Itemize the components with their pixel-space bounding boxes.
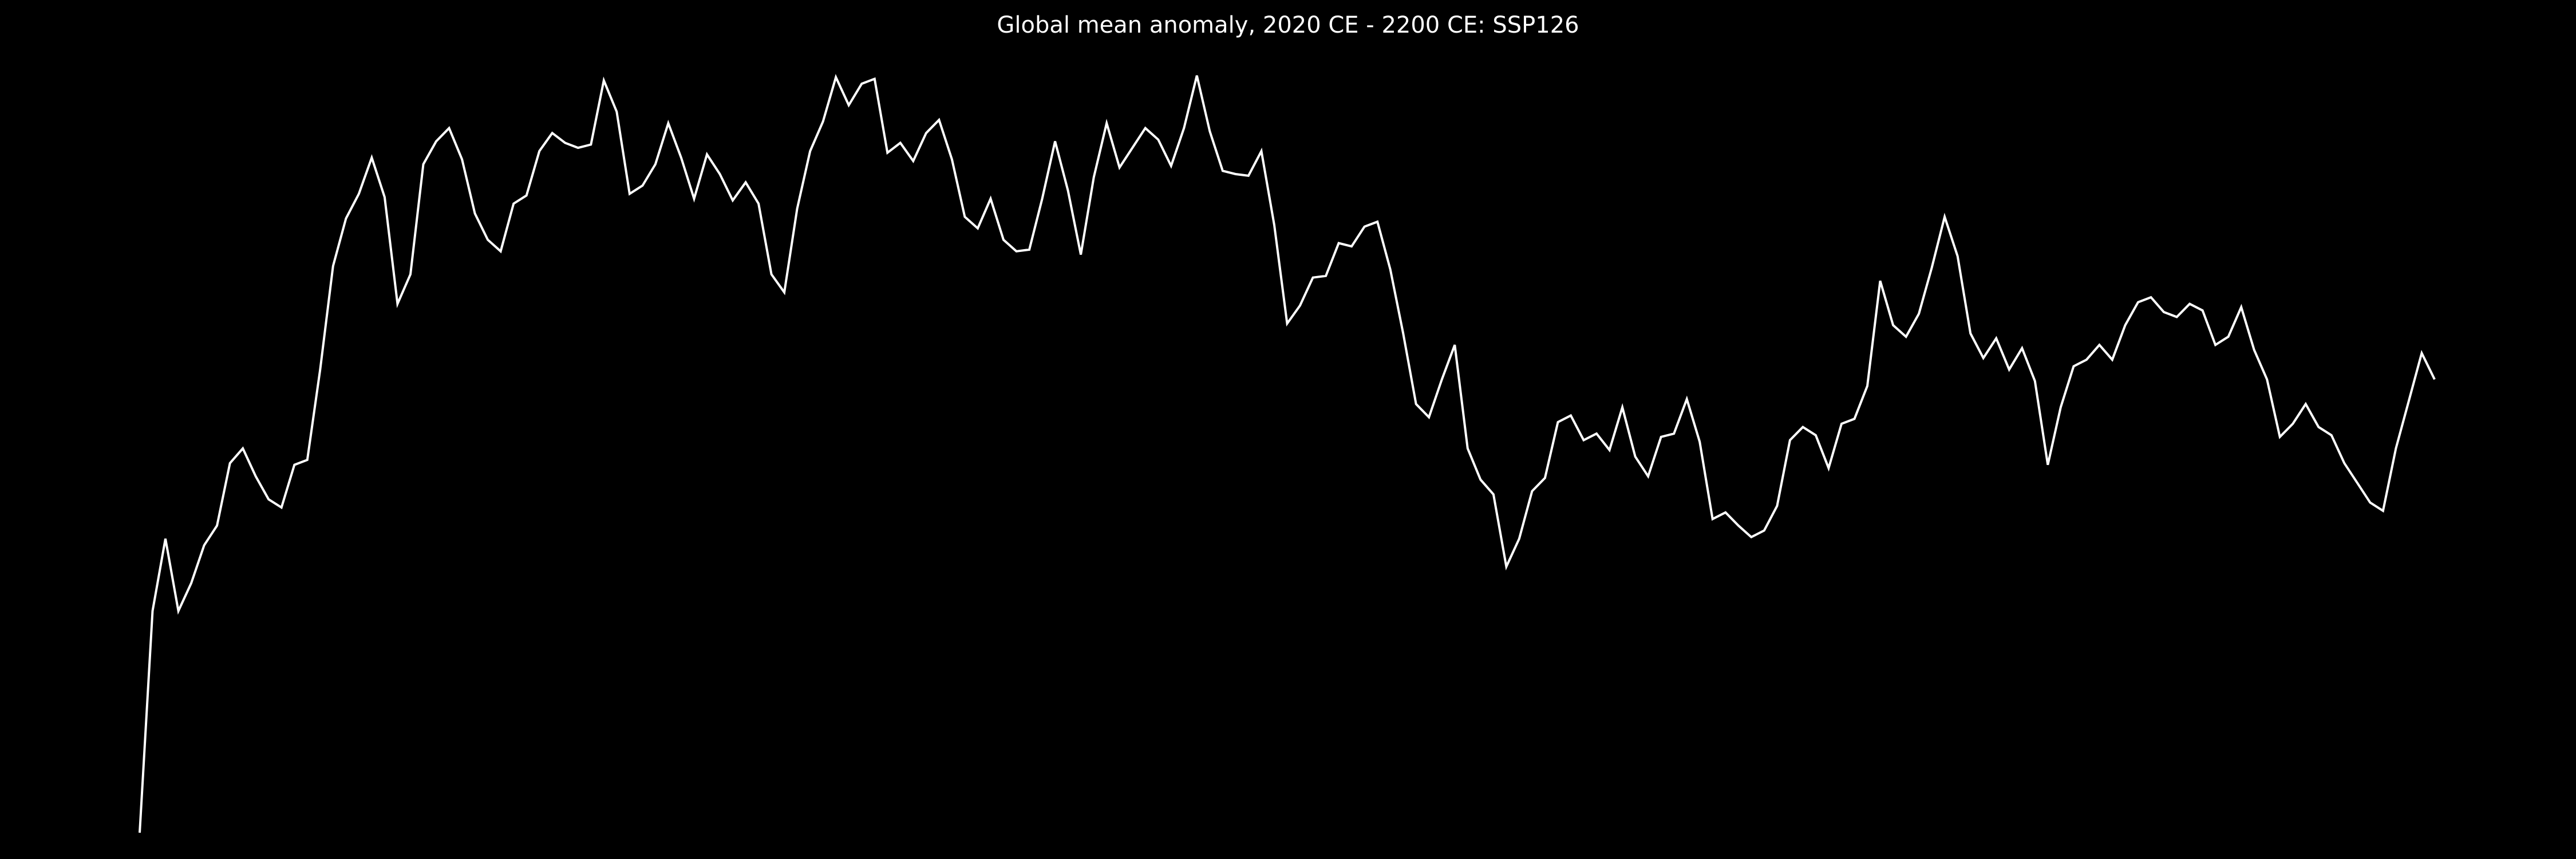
chart-title: Global mean anomaly, 2020 CE - 2200 CE: … (997, 12, 1579, 38)
data-line (139, 74, 2436, 833)
